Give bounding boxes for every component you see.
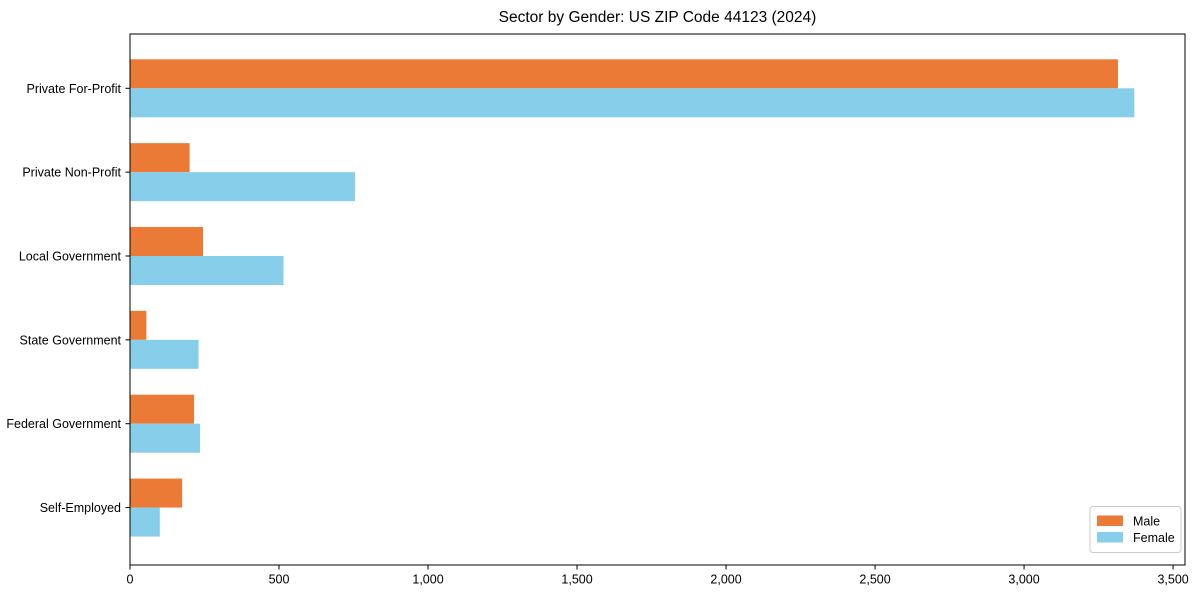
y-axis-tick-label: Private Non-Profit xyxy=(22,166,121,180)
y-axis-tick-label: Self-Employed xyxy=(40,501,121,515)
bar-female xyxy=(130,172,356,202)
bar-male xyxy=(130,310,147,340)
y-axis-tick-label: Private For-Profit xyxy=(27,82,122,96)
y-axis-tick-label: Federal Government xyxy=(6,417,121,431)
bar-female xyxy=(130,423,201,453)
bar-male xyxy=(130,59,1118,89)
plot-area xyxy=(130,34,1185,565)
bar-male xyxy=(130,143,190,173)
legend-label-female: Female xyxy=(1133,531,1175,545)
x-axis-tick-label: 1,500 xyxy=(561,573,592,587)
bar-female xyxy=(130,256,284,285)
legend-box xyxy=(1089,506,1182,553)
bar-male xyxy=(130,227,204,256)
bar-female xyxy=(130,507,160,537)
legend-swatch-female xyxy=(1097,532,1123,543)
y-axis-tick-label: State Government xyxy=(20,333,122,347)
x-axis-tick-label: 1,000 xyxy=(412,573,443,587)
bar-female xyxy=(130,339,199,369)
bar-female xyxy=(130,88,1135,118)
x-axis-tick-label: 3,000 xyxy=(1008,573,1039,587)
bar-male xyxy=(130,394,195,424)
y-axis-tick-label: Local Government xyxy=(19,250,122,264)
x-axis-tick-label: 500 xyxy=(269,573,290,587)
legend-label-male: Male xyxy=(1133,515,1160,529)
x-axis-tick-label: 2,000 xyxy=(710,573,741,587)
axes-spines xyxy=(129,33,1186,566)
x-axis-tick-label: 3,500 xyxy=(1157,573,1188,587)
bar-male xyxy=(130,478,183,508)
x-axis-tick-label: 2,500 xyxy=(859,573,890,587)
chart-title: Sector by Gender: US ZIP Code 44123 (202… xyxy=(499,9,817,26)
legend-swatch-male xyxy=(1097,515,1123,526)
x-axis-tick-label: 0 xyxy=(127,573,134,587)
